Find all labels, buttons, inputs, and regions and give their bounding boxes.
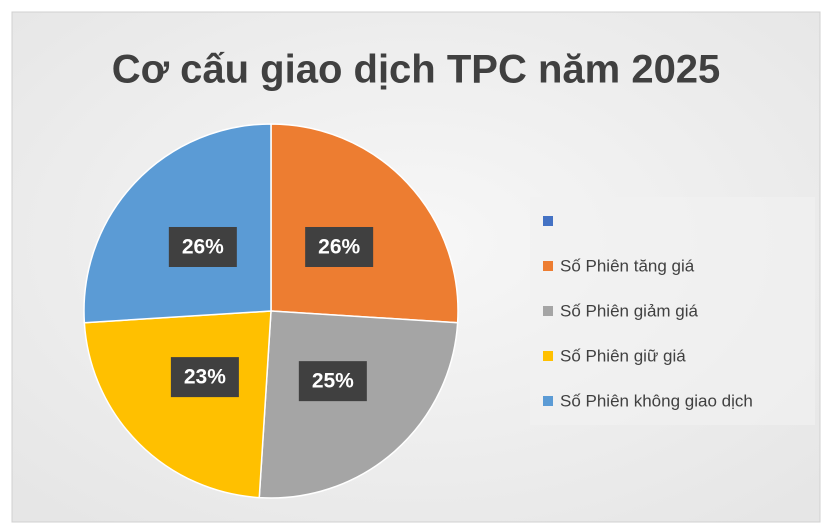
chart-title: Cơ cấu giao dịch TPC năm 2025 <box>112 48 721 92</box>
pie-slice <box>270 123 459 324</box>
data-label-box <box>305 226 374 267</box>
legend-label: Số Phiên tăng giá <box>560 256 695 275</box>
data-label: 26% <box>182 236 224 259</box>
data-label-box <box>298 361 367 402</box>
legend-swatch <box>543 396 553 406</box>
legend-swatch <box>543 306 553 316</box>
data-label-box <box>170 357 239 398</box>
pie-slice <box>258 310 459 499</box>
data-label: 26% <box>318 236 360 259</box>
legend-label: Số Phiên giảm giá <box>560 301 699 320</box>
data-label-box <box>168 226 237 267</box>
data-label: 23% <box>184 366 226 389</box>
legend-swatch <box>543 216 553 226</box>
data-label: 25% <box>312 370 354 393</box>
legend-swatch <box>543 351 553 361</box>
legend-swatch <box>543 261 553 271</box>
pie-slice <box>83 123 272 324</box>
legend-label: Số Phiên giữ giá <box>560 346 686 365</box>
legend-background <box>530 197 815 425</box>
legend-label: Số Phiên không giao dịch <box>560 391 753 410</box>
